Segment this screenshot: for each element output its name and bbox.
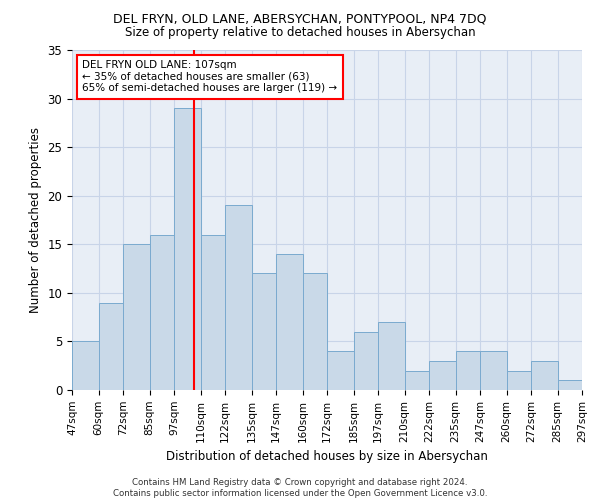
Bar (378, 322, 404, 390)
Bar (506, 370, 531, 390)
Text: Size of property relative to detached houses in Abersychan: Size of property relative to detached ho… (125, 26, 475, 39)
Bar (302, 274, 327, 390)
Text: DEL FRYN, OLD LANE, ABERSYCHAN, PONTYPOOL, NP4 7DQ: DEL FRYN, OLD LANE, ABERSYCHAN, PONTYPOO… (113, 12, 487, 26)
Bar (531, 361, 557, 390)
Y-axis label: Number of detached properties: Number of detached properties (29, 127, 42, 313)
Bar (276, 254, 302, 390)
Bar (123, 244, 149, 390)
Bar (480, 351, 506, 390)
Bar (149, 234, 174, 390)
Text: DEL FRYN OLD LANE: 107sqm
← 35% of detached houses are smaller (63)
65% of semi-: DEL FRYN OLD LANE: 107sqm ← 35% of detac… (82, 60, 337, 94)
Bar (98, 302, 123, 390)
Text: Contains HM Land Registry data © Crown copyright and database right 2024.
Contai: Contains HM Land Registry data © Crown c… (113, 478, 487, 498)
Bar (72, 342, 98, 390)
Bar (557, 380, 582, 390)
Bar (353, 332, 378, 390)
X-axis label: Distribution of detached houses by size in Abersychan: Distribution of detached houses by size … (166, 450, 488, 463)
Bar (200, 234, 225, 390)
Bar (327, 351, 353, 390)
Bar (225, 206, 251, 390)
Bar (404, 370, 429, 390)
Bar (455, 351, 480, 390)
Bar (429, 361, 455, 390)
Bar (251, 274, 276, 390)
Bar (174, 108, 200, 390)
